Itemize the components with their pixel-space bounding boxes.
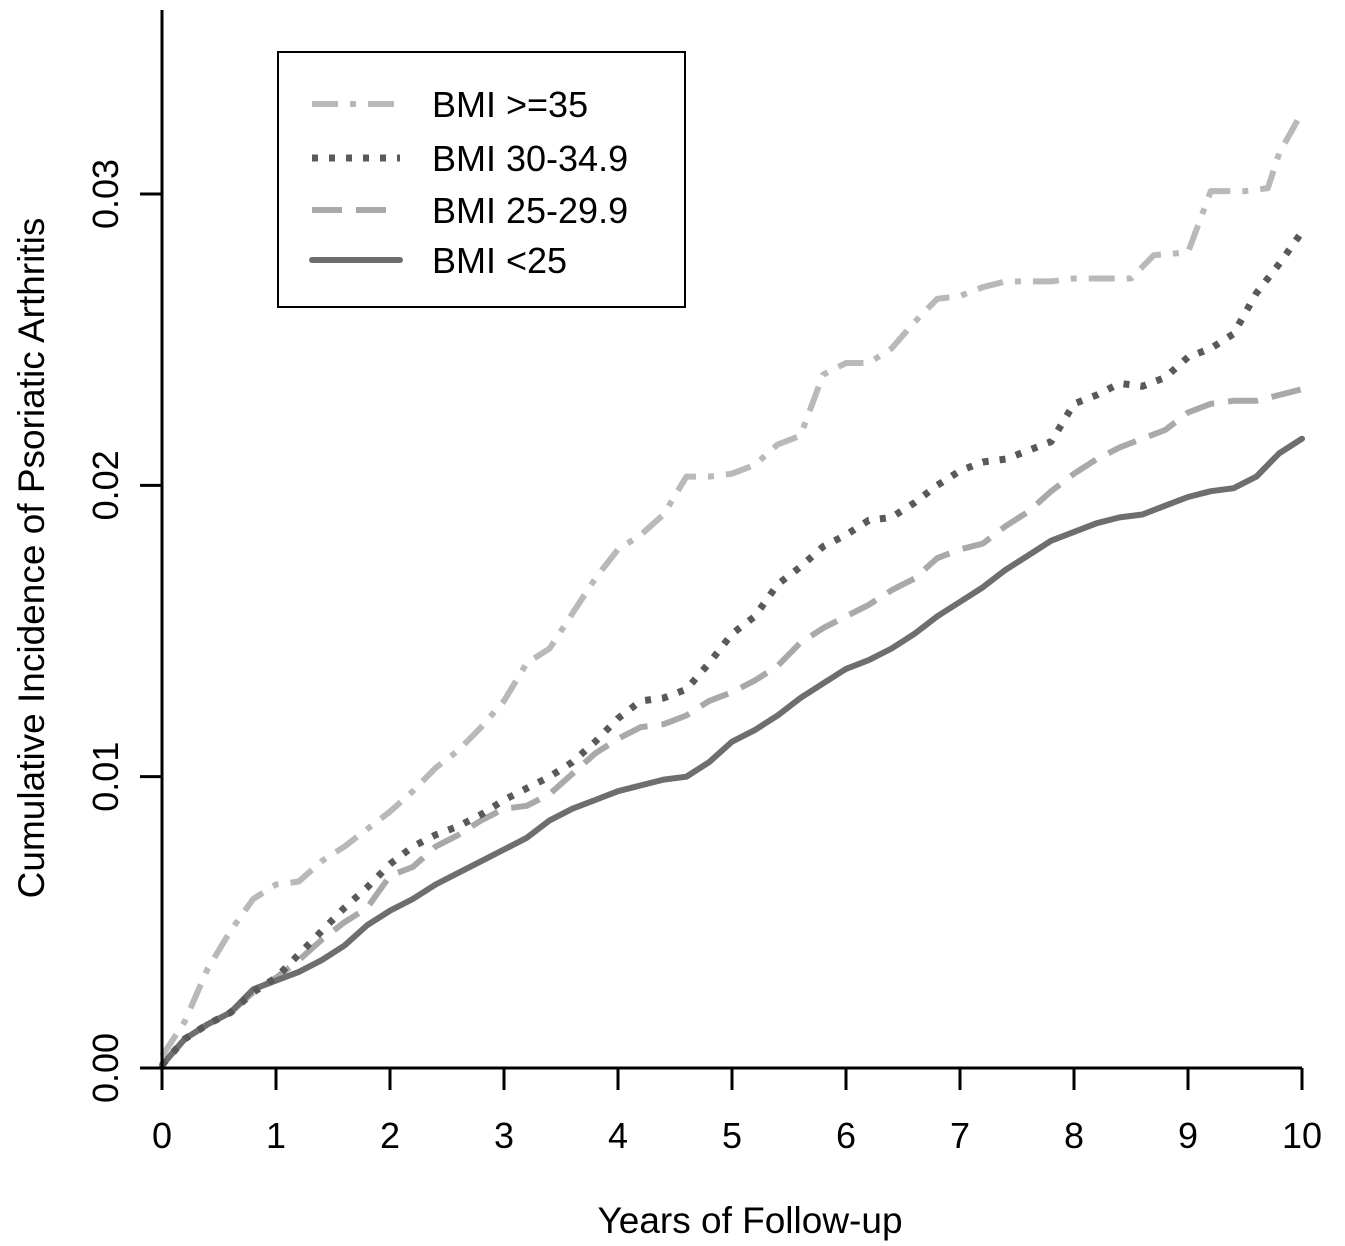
series-line-bmi-25-29-9	[159, 386, 1303, 1068]
legend-label: BMI 25-29.9	[432, 190, 628, 231]
series-line-bmi-30-34-9	[159, 229, 1305, 1068]
x-tick-label: 6	[836, 1115, 856, 1156]
legend: BMI >=35 BMI 30-34.9 BMI 25-29.9 BMI <25	[277, 51, 686, 308]
y-tick-label: 0.03	[85, 159, 126, 229]
series-line-bmi-25	[159, 435, 1305, 1069]
x-tick-label: 5	[722, 1115, 742, 1156]
x-tick-label: 0	[152, 1115, 172, 1156]
series-line-bmi-35	[159, 110, 1305, 1058]
x-tick-label: 8	[1064, 1115, 1084, 1156]
y-tick-label: 0.02	[85, 450, 126, 520]
x-tick-label: 3	[494, 1115, 514, 1156]
series-layer	[159, 110, 1305, 1069]
x-tick-label: 10	[1282, 1115, 1322, 1156]
legend-box	[277, 51, 686, 308]
x-tick-label: 1	[266, 1115, 286, 1156]
x-axis-label: Years of Follow-up	[597, 1200, 902, 1241]
legend-label: BMI <25	[432, 240, 567, 281]
x-tick-label: 4	[608, 1115, 628, 1156]
legend-label: BMI >=35	[432, 84, 588, 125]
legend-label: BMI 30-34.9	[432, 138, 628, 179]
y-axis-label: Cumulative Incidence of Psoriatic Arthri…	[11, 218, 52, 899]
x-tick-label: 9	[1178, 1115, 1198, 1156]
y-tick-label: 0.00	[85, 1033, 126, 1103]
y-axis-ticks: 0.00 0.01 0.02 0.03	[85, 159, 162, 1103]
y-tick-label: 0.01	[85, 742, 126, 812]
x-tick-label: 7	[950, 1115, 970, 1156]
x-axis-ticks: 0 1 2 3 4 5 6 7 8 9 10	[152, 1068, 1322, 1156]
x-tick-label: 2	[380, 1115, 400, 1156]
